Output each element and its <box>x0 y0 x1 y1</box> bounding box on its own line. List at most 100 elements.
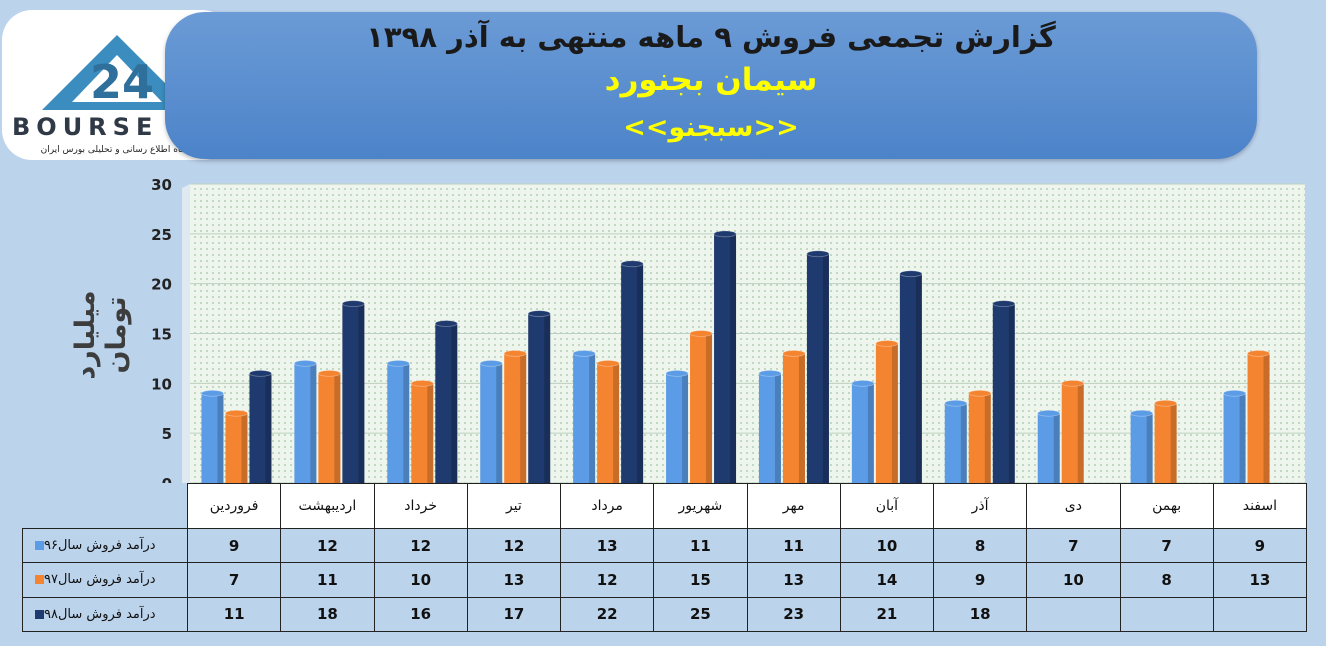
y-tick-label: 5 <box>162 425 172 443</box>
bar-shade <box>358 303 365 483</box>
bar-shade <box>1263 353 1270 483</box>
bar-top <box>968 389 992 397</box>
bar-shade <box>706 333 713 483</box>
data-label: 8 <box>932 527 1028 564</box>
bar <box>806 253 829 483</box>
month-header: مرداد <box>559 483 655 529</box>
bar-top <box>201 389 224 397</box>
y-axis-label: میلیارد تومان <box>70 290 132 380</box>
bar-shade <box>984 393 991 483</box>
y-tick-label: 30 <box>151 176 172 194</box>
data-label: 12 <box>280 527 375 564</box>
bar-shade <box>217 393 224 483</box>
month-header: فروردین <box>186 483 282 529</box>
bar-top <box>341 300 365 308</box>
bar <box>992 303 1015 483</box>
bar-shade <box>265 373 272 483</box>
bar-top <box>410 379 434 387</box>
bar-shade <box>520 353 527 483</box>
bar-top <box>806 250 830 258</box>
data-label: 13 <box>746 562 841 598</box>
bar <box>1247 353 1270 483</box>
bar <box>201 393 224 483</box>
data-label: 8 <box>1119 562 1214 598</box>
bar-top <box>713 230 737 238</box>
month-header: اسفند <box>1212 483 1308 529</box>
month-header: مهر <box>746 483 841 529</box>
bar <box>411 383 434 483</box>
y-tick-label: 25 <box>151 226 172 244</box>
bar-top <box>1061 379 1085 387</box>
bar <box>875 343 898 483</box>
y-tick-label: 20 <box>151 276 172 294</box>
bar <box>758 373 781 483</box>
bar-shade <box>867 383 874 483</box>
bar <box>1130 413 1153 483</box>
bar <box>782 353 805 483</box>
company-name: سیمان بجنورد <box>604 62 818 98</box>
bar <box>621 263 644 483</box>
plot-side-wall <box>182 184 190 487</box>
data-label: 11 <box>186 596 282 633</box>
data-label: 16 <box>373 596 468 633</box>
bar-top <box>620 260 644 268</box>
bar <box>968 393 991 483</box>
bar-shade <box>1077 383 1084 483</box>
bar-top <box>386 359 410 367</box>
bar-top <box>249 369 272 377</box>
data-label: 15 <box>653 562 748 598</box>
bar <box>573 353 596 483</box>
data-label: 11 <box>653 527 748 564</box>
legend-label: درآمد فروش سال۹۸ <box>44 606 156 622</box>
bar-top <box>225 409 248 417</box>
bar-shade <box>334 373 341 483</box>
month-header: دی <box>1026 483 1121 529</box>
bar <box>318 373 341 483</box>
bar-shade <box>451 323 458 483</box>
bar-shade <box>403 363 410 483</box>
y-tick-label: 15 <box>151 326 172 344</box>
bar-shade <box>1008 303 1015 483</box>
bar <box>666 373 689 483</box>
logo-subtitle: پایگاه اطلاع رسانی و تحلیلی بورس ایران <box>40 145 194 155</box>
data-label: 7 <box>186 562 282 598</box>
bar-shade <box>1239 393 1246 483</box>
legend-entry: درآمد فروش سال۹۷ <box>22 562 188 598</box>
data-label: 9 <box>932 562 1028 598</box>
legend-label: درآمد فروش سال۹۷ <box>44 572 156 588</box>
table-corner <box>22 483 188 529</box>
bar-top <box>1130 409 1154 417</box>
legend-swatch <box>35 575 44 585</box>
bar <box>690 333 713 483</box>
data-label: 14 <box>839 562 935 598</box>
bar-top <box>875 340 899 347</box>
bar-top <box>782 350 806 357</box>
month-header: بهمن <box>1119 483 1214 529</box>
data-label: 9 <box>1212 527 1308 564</box>
bar-shade <box>915 273 922 483</box>
bar-shade <box>310 363 317 483</box>
bar-top <box>851 379 875 387</box>
bar-shade <box>496 363 503 483</box>
bar-shade <box>730 233 737 483</box>
bar-top <box>1037 409 1061 417</box>
bar <box>342 303 365 483</box>
month-header: تیر <box>466 483 562 529</box>
month-header: آذر <box>932 483 1028 529</box>
bar <box>1223 393 1246 483</box>
bar-top <box>689 330 713 337</box>
month-header: اردیبهشت <box>280 483 375 529</box>
bar <box>944 403 967 483</box>
bar-shade <box>241 413 248 483</box>
bar-top <box>596 359 620 367</box>
data-label: 22 <box>559 596 655 633</box>
bar <box>528 313 551 483</box>
legend-entry: درآمد فروش سال۹۶ <box>22 527 188 564</box>
data-label: 9 <box>186 527 282 564</box>
data-label: 10 <box>373 562 468 598</box>
bar-top <box>317 369 341 377</box>
data-label <box>1212 596 1308 633</box>
data-label: 12 <box>466 527 562 564</box>
month-header: خرداد <box>373 483 468 529</box>
